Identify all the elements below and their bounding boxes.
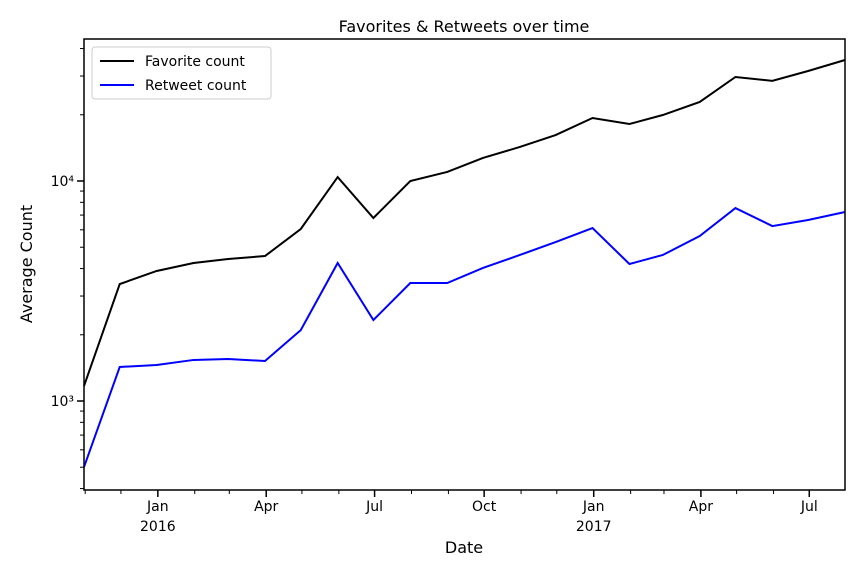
x-tick-label: Apr xyxy=(254,499,278,515)
y-tick-label: 10⁴ xyxy=(51,174,75,190)
x-tick-label: Oct xyxy=(472,499,497,515)
legend-label: Retweet count xyxy=(145,78,247,94)
x-tick-label: Jan 2016 xyxy=(140,499,176,535)
x-tick-label: Jul xyxy=(365,499,383,515)
legend-label: Favorite count xyxy=(145,54,245,70)
x-tick-label: Jan 2017 xyxy=(576,499,612,535)
data-line xyxy=(83,59,846,387)
legend-box xyxy=(91,46,272,100)
x-tick-label: Jul xyxy=(800,499,818,515)
x-tick-label: Apr xyxy=(689,499,713,515)
y-tick-label: 10³ xyxy=(51,394,74,410)
plot-frame xyxy=(83,38,846,491)
data-line xyxy=(83,206,846,468)
x-axis-label: Date xyxy=(445,538,483,557)
chart-title: Favorites & Retweets over time xyxy=(339,17,590,36)
y-axis-label: Average Count xyxy=(17,205,36,323)
